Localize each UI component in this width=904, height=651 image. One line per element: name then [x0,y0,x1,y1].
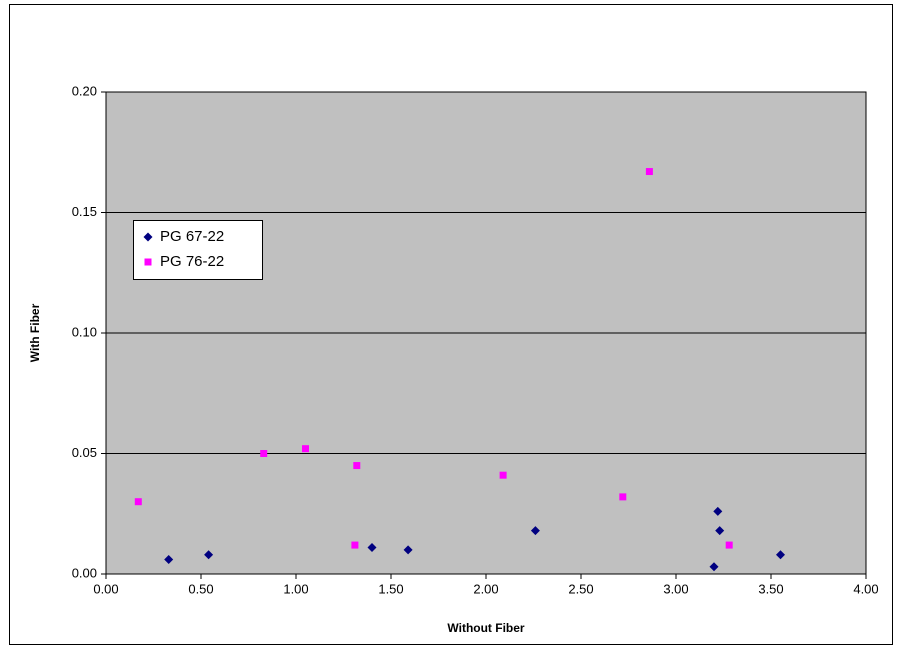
point [499,471,507,479]
y-tick-label: 0.20 [72,83,97,98]
point [709,562,719,572]
point [204,550,214,560]
x-tick-label: 1.50 [378,581,403,596]
point [353,462,361,470]
x-tick-label: 3.00 [663,581,688,596]
y-tick-label: 0.10 [72,324,97,339]
point [715,526,725,536]
point [302,445,309,453]
x-tick-label: 0.50 [188,581,213,596]
x-tick-label: 1.00 [283,581,308,596]
point [725,541,733,549]
x-tick-label: 4.00 [853,581,878,596]
point [260,450,268,457]
point [134,498,142,506]
x-tick-label: 0.00 [93,581,118,596]
legend-marker [144,258,152,266]
legend: PG 67-22 PG 76-22 [133,220,263,280]
y-axis-title: With Fiber [28,303,42,362]
point [619,493,627,501]
point [530,526,540,536]
y-tick-label: 0.15 [72,204,97,219]
point [776,550,785,560]
legend-label: PG 76-22 [160,253,224,270]
legend-box [133,220,263,280]
point [164,555,174,565]
y-tick-label: 0.00 [72,565,97,580]
x-axis-title: Without Fiber [447,621,525,635]
point [351,541,359,549]
x-tick-label: 3.50 [758,581,783,596]
point [645,168,653,176]
x-tick-label: 2.50 [568,581,593,596]
point [403,545,413,555]
point [367,542,377,552]
point [713,506,723,516]
legend-label: PG 67-22 [160,228,224,245]
x-tick-label: 2.00 [473,581,498,596]
legend-marker [143,232,153,242]
y-tick-label: 0.05 [72,445,97,460]
